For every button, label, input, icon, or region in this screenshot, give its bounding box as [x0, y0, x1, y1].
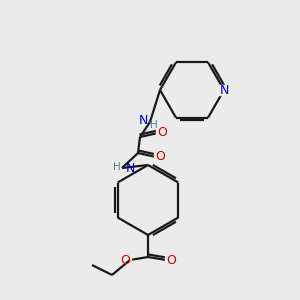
- Bar: [156, 128, 168, 138]
- Text: N: N: [139, 113, 148, 127]
- Text: O: O: [120, 254, 130, 266]
- Text: N: N: [219, 83, 229, 97]
- Text: H: H: [113, 162, 121, 172]
- Text: O: O: [166, 254, 176, 266]
- Bar: [154, 152, 166, 162]
- Bar: [119, 255, 131, 265]
- Text: N: N: [126, 161, 135, 175]
- Text: H: H: [150, 120, 158, 130]
- Bar: [165, 255, 177, 265]
- Bar: [217, 85, 231, 95]
- Text: O: O: [155, 151, 165, 164]
- Text: O: O: [157, 127, 167, 140]
